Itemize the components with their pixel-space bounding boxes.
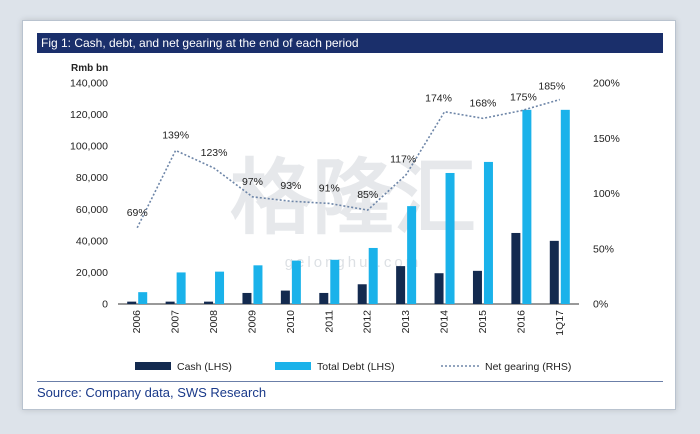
debt-bar xyxy=(291,260,301,304)
cash-bar xyxy=(357,284,367,304)
x-tick-label: 2010 xyxy=(285,310,297,334)
y-tick-label: 80,000 xyxy=(76,172,108,184)
gearing-data-label: 85% xyxy=(357,189,378,201)
y2-tick-label: 200% xyxy=(593,78,620,90)
x-tick-label: 2012 xyxy=(362,310,374,334)
x-tick-label: 2015 xyxy=(477,310,489,334)
y2-tick-label: 0% xyxy=(593,299,608,311)
cash-bar xyxy=(127,301,137,304)
x-tick-label: 2016 xyxy=(515,310,527,334)
gearing-data-label: 93% xyxy=(280,180,301,192)
y-tick-label: 140,000 xyxy=(70,78,108,90)
gearing-data-label: 97% xyxy=(242,176,263,188)
y-tick-label: 40,000 xyxy=(76,235,108,247)
debt-bar xyxy=(253,265,263,304)
x-tick-label: 2006 xyxy=(131,310,143,334)
y2-tick-label: 100% xyxy=(593,188,620,200)
gearing-data-label: 168% xyxy=(470,97,497,109)
cash-bar xyxy=(396,266,406,304)
legend-label-gearing: Net gearing (RHS) xyxy=(485,361,571,373)
cash-bar xyxy=(472,270,482,304)
debt-bar xyxy=(215,271,225,304)
debt-bar xyxy=(445,172,455,304)
debt-bar xyxy=(522,109,532,304)
y-tick-label: 20,000 xyxy=(76,267,108,279)
gearing-data-label: 175% xyxy=(510,92,537,104)
gearing-data-label: 123% xyxy=(201,147,228,159)
figure-frame: Fig 1: Cash, debt, and net gearing at th… xyxy=(22,20,676,410)
cash-bar xyxy=(511,232,521,304)
source-text: Source: Company data, SWS Research xyxy=(37,385,267,400)
y-axis-label: Rmb bn xyxy=(71,63,108,74)
cash-bar xyxy=(280,290,290,304)
gearing-data-label: 69% xyxy=(127,207,148,219)
x-tick-label: 2007 xyxy=(170,310,182,334)
debt-bar xyxy=(176,272,186,304)
source-divider xyxy=(37,381,663,382)
gearing-data-label: 185% xyxy=(538,81,565,93)
chart: 格隆汇 gelonghui.com Rmb bn 0 20,000 40,000 60,00… xyxy=(70,63,620,373)
legend-label-debt: Total Debt (LHS) xyxy=(317,361,395,373)
watermark-text: 格隆汇 xyxy=(230,153,476,244)
gearing-data-label: 117% xyxy=(390,154,416,166)
y2-tick-label: 150% xyxy=(593,133,620,145)
cash-bar xyxy=(434,273,444,304)
cash-bar xyxy=(242,292,252,304)
debt-bar xyxy=(330,259,340,304)
y-tick-label: 0 xyxy=(102,299,108,311)
legend-swatch-debt xyxy=(275,362,311,370)
y2-tick-label: 50% xyxy=(593,243,614,255)
x-tick-label: 2013 xyxy=(400,310,412,334)
debt-bar xyxy=(368,247,378,304)
x-tick-label: 2011 xyxy=(323,310,335,333)
x-tick-label: 1Q17 xyxy=(554,310,566,336)
cash-bar xyxy=(549,240,559,304)
gearing-data-label: 91% xyxy=(319,182,340,194)
legend-swatch-cash xyxy=(135,362,171,370)
legend-label-cash: Cash (LHS) xyxy=(177,361,232,373)
gearing-data-label: 174% xyxy=(425,93,452,105)
y-tick-label: 120,000 xyxy=(70,109,108,121)
x-tick-label: 2014 xyxy=(439,310,451,334)
x-tick-label: 2009 xyxy=(246,310,258,334)
x-tick-label: 2008 xyxy=(208,310,220,334)
cash-bar xyxy=(204,301,214,304)
y-tick-label: 60,000 xyxy=(76,204,108,216)
cash-bar xyxy=(165,301,175,304)
figure-title: Fig 1: Cash, debt, and net gearing at th… xyxy=(37,33,663,53)
y-tick-label: 100,000 xyxy=(70,141,108,153)
gearing-data-label: 139% xyxy=(162,129,189,141)
debt-bar xyxy=(560,109,570,304)
gearing-line xyxy=(136,98,561,229)
watermark-url: gelonghui.com xyxy=(285,254,422,271)
cash-bar xyxy=(319,292,329,304)
debt-bar xyxy=(483,161,493,304)
debt-bar xyxy=(407,206,417,304)
debt-bar xyxy=(138,292,148,304)
